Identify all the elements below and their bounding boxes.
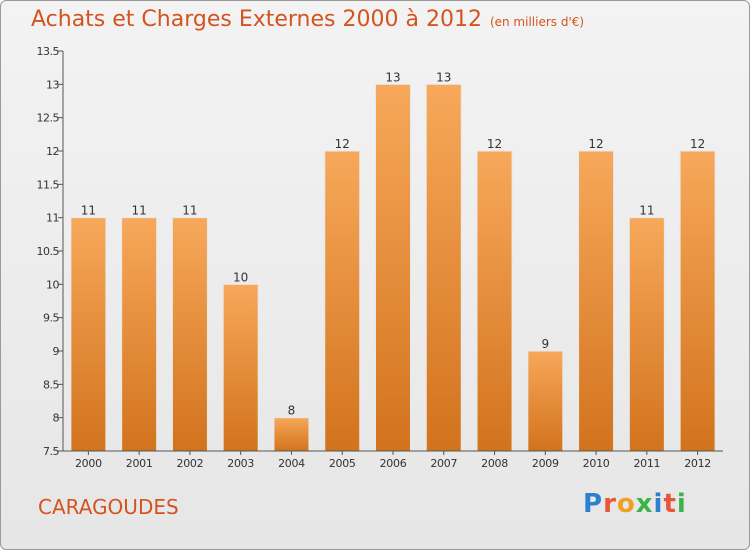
y-tick-label: 13 [46, 78, 59, 91]
commune-name: CARAGOUDES [38, 495, 179, 519]
y-tick-label: 11 [46, 212, 59, 225]
y-tick-label: 11.5 [37, 178, 60, 191]
data-label-2002: 11 [182, 204, 197, 218]
x-tick-label-2007: 2007 [430, 457, 457, 470]
bar-2003 [222, 283, 259, 452]
bar-2008 [476, 150, 513, 452]
data-label-2008: 12 [487, 137, 502, 151]
y-tick-label: 12 [46, 145, 59, 158]
y-tick-label: 7.5 [43, 445, 59, 458]
bar-2000 [70, 217, 107, 452]
x-tick-label-2004: 2004 [278, 457, 305, 470]
bar-2009 [527, 350, 564, 452]
unit-label: (en milliers d'€) [489, 15, 585, 29]
logo-letter: t [663, 489, 677, 519]
x-tick-label-2003: 2003 [227, 457, 254, 470]
bar-2002 [171, 217, 208, 452]
x-tick-label-2000: 2000 [75, 457, 102, 470]
logo-letter: i [676, 489, 687, 519]
logo-letter: x [635, 489, 654, 519]
data-label-2004: 8 [288, 404, 296, 418]
title-text: Achats et Charges Externes 2000 à 2012 [31, 7, 482, 32]
bar-2006 [375, 83, 411, 452]
chart-title: Achats et Charges Externes 2000 à 2012 (e… [31, 7, 584, 32]
y-tick-label: 10.5 [37, 245, 60, 258]
data-label-2011: 11 [639, 204, 654, 218]
x-tick-label-2006: 2006 [380, 457, 407, 470]
x-tick-label-2010: 2010 [583, 457, 610, 470]
logo-letter: i [653, 489, 664, 519]
bar-2001 [121, 217, 158, 452]
data-label-2006: 13 [385, 70, 400, 84]
x-tick-label-2002: 2002 [177, 457, 204, 470]
proxiti-logo: Proxiti [583, 489, 687, 519]
bar-2010 [578, 150, 615, 452]
y-tick-label: 10 [46, 278, 59, 291]
data-label-2007: 13 [436, 70, 451, 84]
data-label-2001: 11 [132, 204, 147, 218]
bar-2004 [273, 417, 310, 452]
x-tick-label-2009: 2009 [532, 457, 559, 470]
x-tick-label-2008: 2008 [481, 457, 508, 470]
y-tick-label: 13.5 [37, 45, 60, 58]
y-tick-label: 9.5 [43, 312, 59, 325]
bar-2011 [628, 217, 665, 452]
x-tick-label-2001: 2001 [126, 457, 153, 470]
data-label-2003: 10 [233, 270, 248, 284]
data-label-2010: 12 [588, 137, 603, 151]
logo-letter: r [603, 489, 617, 519]
x-tick-label-2012: 2012 [684, 457, 711, 470]
x-tick-label-2005: 2005 [329, 457, 356, 470]
y-tick-label: 9 [53, 345, 60, 358]
y-tick-label: 8.5 [43, 378, 59, 391]
data-label-2005: 12 [335, 137, 350, 151]
y-tick-label: 8 [53, 412, 60, 425]
bar-2005 [324, 150, 361, 452]
logo-letter: o [616, 489, 636, 519]
data-label-2012: 12 [690, 137, 705, 151]
data-label-2000: 11 [81, 204, 96, 218]
bar-2007 [425, 83, 462, 452]
x-tick-label-2011: 2011 [633, 457, 660, 470]
data-label-2009: 9 [541, 337, 549, 351]
logo-letter: P [583, 489, 604, 519]
bar-2012 [679, 150, 716, 452]
y-tick-label: 12.5 [37, 112, 60, 125]
